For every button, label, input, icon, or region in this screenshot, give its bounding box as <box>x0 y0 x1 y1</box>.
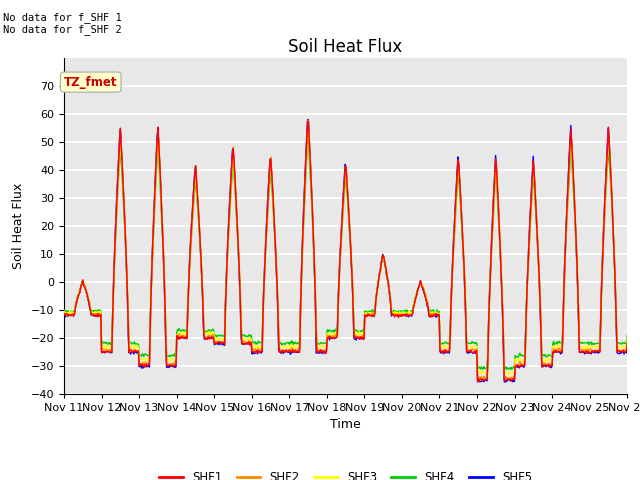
Legend: SHF1, SHF2, SHF3, SHF4, SHF5: SHF1, SHF2, SHF3, SHF4, SHF5 <box>154 466 537 480</box>
SHF3 <box>623 336 631 341</box>
Line: SHF5: SHF5 <box>64 120 627 382</box>
SHF1 <box>431 311 439 317</box>
SHF4 <box>305 136 312 142</box>
SHF4 <box>128 341 136 347</box>
SHF4 <box>186 268 193 274</box>
SHF2 <box>186 270 193 276</box>
SHF5 <box>304 117 312 122</box>
SHF1 <box>623 341 631 347</box>
Line: SHF4: SHF4 <box>64 139 627 370</box>
SHF1 <box>60 311 68 317</box>
SHF3 <box>215 336 223 342</box>
SHF3 <box>507 372 515 377</box>
SHF1 <box>70 312 78 318</box>
SHF1 <box>415 284 422 290</box>
SHF4 <box>215 333 223 339</box>
SHF4 <box>60 307 68 312</box>
SHF5 <box>128 349 136 355</box>
SHF5 <box>501 379 509 385</box>
SHF3 <box>128 343 136 349</box>
SHF5 <box>186 263 193 269</box>
SHF2 <box>305 117 312 123</box>
Line: SHF1: SHF1 <box>64 121 627 382</box>
Text: TZ_fmet: TZ_fmet <box>64 76 118 89</box>
SHF2 <box>415 285 422 291</box>
SHF2 <box>431 312 439 318</box>
SHF2 <box>128 348 136 354</box>
SHF2 <box>70 311 78 317</box>
Text: No data for f_SHF 1: No data for f_SHF 1 <box>3 12 122 23</box>
SHF4 <box>415 284 422 290</box>
SHF2 <box>60 310 68 316</box>
SHF3 <box>305 127 312 133</box>
SHF5 <box>431 312 439 318</box>
SHF1 <box>186 267 193 273</box>
SHF3 <box>70 311 78 316</box>
SHF2 <box>215 339 223 345</box>
SHF2 <box>507 376 515 382</box>
SHF4 <box>70 308 78 313</box>
SHF5 <box>70 312 78 318</box>
SHF5 <box>60 312 68 317</box>
Line: SHF3: SHF3 <box>64 130 627 374</box>
Y-axis label: Soil Heat Flux: Soil Heat Flux <box>12 182 25 269</box>
Line: SHF2: SHF2 <box>64 120 627 379</box>
SHF3 <box>415 285 422 291</box>
SHF3 <box>186 270 193 276</box>
SHF4 <box>623 333 631 338</box>
SHF1 <box>474 379 481 384</box>
Text: No data for f_SHF 2: No data for f_SHF 2 <box>3 24 122 35</box>
SHF4 <box>431 309 439 314</box>
SHF2 <box>623 339 631 345</box>
Title: Soil Heat Flux: Soil Heat Flux <box>289 38 403 56</box>
SHF5 <box>623 341 631 347</box>
SHF1 <box>305 119 312 124</box>
X-axis label: Time: Time <box>330 418 361 431</box>
SHF3 <box>60 311 68 317</box>
SHF5 <box>215 340 223 346</box>
SHF1 <box>215 338 223 344</box>
SHF4 <box>507 367 515 372</box>
SHF3 <box>431 309 439 315</box>
SHF1 <box>128 349 136 355</box>
SHF5 <box>415 284 422 289</box>
